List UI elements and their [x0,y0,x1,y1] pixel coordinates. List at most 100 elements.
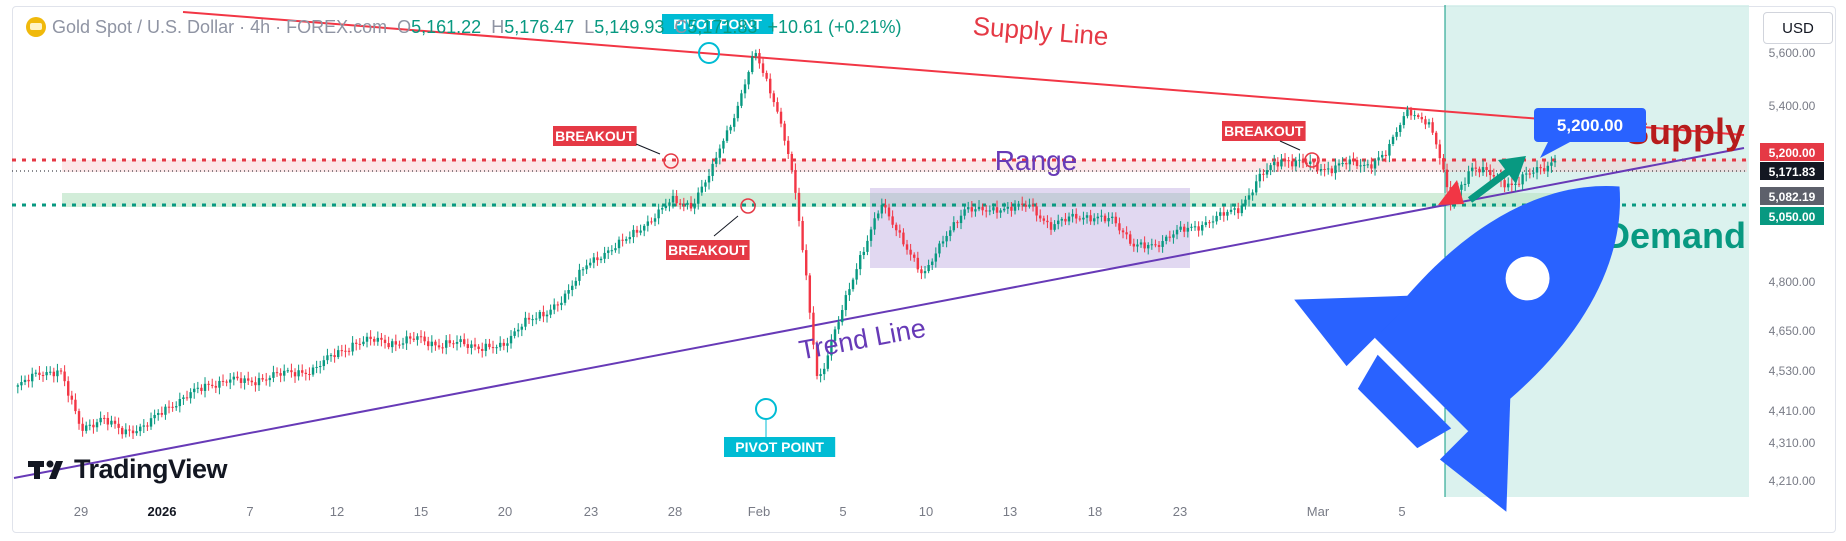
candle [1319,163,1323,176]
candle-body [1316,162,1319,171]
candle-body [1017,203,1020,207]
candle-body [704,182,707,187]
candle-body [1013,206,1017,211]
candle [232,372,236,386]
tradingview-logo[interactable]: TradingView [28,454,228,485]
candle-body [707,175,711,183]
candle [506,337,509,353]
candle-body [387,343,390,348]
candle-body [1082,217,1085,220]
candle-body [85,425,88,431]
candle [81,417,84,437]
candle-body [1363,164,1366,166]
candle [1190,223,1193,232]
candle [1298,153,1301,168]
candle-body [445,340,448,348]
candle-body [52,371,56,377]
candle [1222,206,1226,222]
candle [1413,110,1416,120]
candle [578,263,581,286]
candle [797,187,801,227]
candle-body [315,366,318,368]
symbol-name[interactable]: Gold Spot / U.S. Dollar · 4h · FOREX.com [52,16,388,37]
candle [531,314,534,327]
x-axis-tick: Mar [1307,504,1330,519]
candle [808,273,812,320]
demand-label: Demand [1604,215,1746,256]
candle [1474,160,1478,176]
candle-body [805,250,808,276]
candle-body [560,302,563,306]
pivot-top-tag-box [662,14,774,34]
candle-body [653,218,657,222]
candle [909,243,912,261]
breakout-tag-1: BREAKOUT [553,126,637,146]
candle [1377,151,1380,166]
candle [1049,217,1053,235]
candle [34,369,38,377]
candle [581,267,585,276]
candle [182,394,185,405]
candle-body [1021,203,1024,205]
candle-body [697,192,700,204]
breakout-tag-2: BREAKOUT [666,240,750,260]
candle [167,400,171,414]
candle [661,205,664,215]
candle-body [434,341,437,346]
candle-body [1118,223,1121,231]
candle-body [981,206,984,211]
candle [1255,174,1258,196]
candle-body [1391,136,1395,144]
candle-body [329,355,333,357]
candle-body [171,406,174,408]
candle [819,368,822,383]
candle-body [614,248,617,251]
candle [1208,219,1211,228]
candle [553,298,556,315]
candle [337,345,340,360]
candle-body [63,371,66,382]
candle [1183,223,1186,238]
candle-body [545,314,549,317]
candle-body [473,344,477,347]
candle [401,337,405,349]
candle [124,423,128,438]
candle-body [859,255,862,270]
supply-line-label: Supply Line [972,11,1110,52]
candle [1273,154,1276,173]
candle [329,353,333,362]
candle [859,251,862,276]
candle [869,226,873,247]
candle-body [221,380,225,382]
breakout-tag-1-box [553,126,637,146]
candle-body [567,290,570,294]
candle [589,258,592,268]
candle [923,266,927,279]
currency-button[interactable]: USD [1763,12,1833,44]
candle [999,208,1002,218]
candle-body [520,326,524,330]
candle-body [1535,167,1539,173]
candle-body [527,317,531,320]
candle [754,49,758,61]
symbol-header: Gold Spot / U.S. Dollar · 4h · FOREX.com… [26,14,902,40]
candle [365,332,369,348]
x-axis-tick: 5 [1398,504,1405,519]
candle [1172,230,1175,244]
candle-body [200,387,203,391]
candle [931,258,934,270]
candle [1168,230,1172,242]
candle-body [1528,173,1532,175]
candle-body [725,130,729,141]
candle-body [1474,167,1478,169]
candle [607,246,610,259]
candle-body [1377,157,1380,161]
x-axis-tick: 13 [1003,504,1017,519]
candle [1330,165,1334,177]
candle [938,240,941,258]
candle-body [1060,218,1064,221]
candle-body [754,53,758,57]
candle [398,340,401,349]
candle-body [70,395,74,400]
